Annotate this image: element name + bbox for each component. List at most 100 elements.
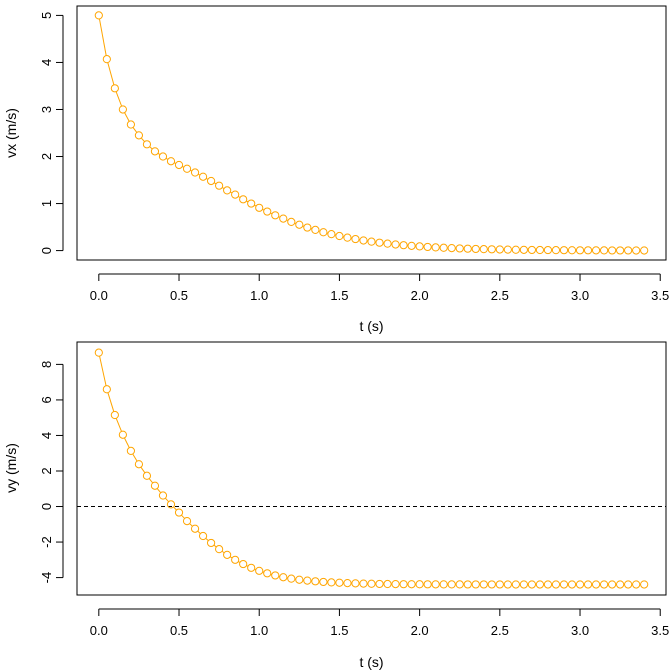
vx-series-segment [140, 137, 145, 142]
vy-data-point [527, 580, 537, 589]
vy-x-tick-label: 3.5 [651, 623, 669, 638]
vx-data-point [311, 225, 320, 234]
vy-series-segment [156, 488, 162, 494]
vx-data-point [439, 243, 448, 252]
vy-data-point [455, 580, 464, 589]
vx-x-tick-label: 0.5 [170, 288, 188, 303]
vx-data-point [519, 245, 528, 254]
vy-y-tick-label: 0 [39, 503, 54, 510]
vx-data-point [94, 11, 103, 20]
vy-y-tick-label: -2 [39, 536, 54, 548]
vy-series-segment [140, 466, 146, 474]
vy-data-point [471, 580, 480, 589]
vx-data-point [640, 246, 649, 255]
vx-data-point [535, 245, 545, 255]
vy-data-point [599, 580, 609, 589]
vx-data-point [567, 246, 577, 255]
vx-data-point [624, 246, 633, 255]
vy-series [94, 348, 649, 589]
vy-plot-frame [76, 341, 667, 596]
vy-series-segment [124, 437, 130, 448]
vy-data-point [519, 580, 528, 589]
vy-series-segment [115, 418, 122, 432]
vy-x-tick-label: 2.5 [491, 623, 509, 638]
vy-data-point [198, 531, 208, 541]
vx-data-point [279, 214, 288, 223]
vy-data-point [247, 563, 256, 572]
vx-data-point [351, 234, 360, 244]
vx-data-point [166, 157, 176, 166]
vy-series-segment [107, 392, 115, 412]
vy-data-point [359, 579, 368, 588]
vy-data-point [271, 571, 280, 580]
vx-data-point [327, 230, 336, 239]
vy-data-point [142, 471, 152, 480]
vy-data-point [174, 508, 184, 517]
vx-x-axis-label: t (s) [359, 318, 383, 334]
vx-series-segment [107, 62, 115, 85]
vx-data-point [471, 244, 480, 254]
vx-y-tick-label: 5 [39, 12, 54, 19]
vy-data-point [503, 580, 512, 589]
vx-data-point [487, 245, 496, 254]
vy-data-point [543, 580, 553, 589]
vx-data-point [134, 131, 144, 140]
vx-data-point [591, 246, 601, 255]
vx-data-point [559, 246, 569, 255]
vy-series-segment [132, 453, 138, 462]
vx-data-point [575, 246, 585, 255]
vx-data-point [102, 55, 111, 64]
vy-data-point [423, 580, 432, 589]
vy-series-segment [165, 497, 169, 503]
vx-data-point [391, 240, 400, 249]
vx-data-point [198, 172, 208, 181]
vy-data-point [632, 580, 641, 589]
vy-y-tick-label: 6 [39, 396, 54, 403]
vx-series-segment [98, 18, 107, 56]
vy-data-point [511, 580, 520, 589]
vx-data-point [375, 238, 384, 247]
vx-data-point [110, 84, 119, 93]
vx-data-point [503, 245, 512, 254]
vy-data-point [239, 559, 248, 569]
vy-series-segment [181, 514, 185, 519]
vy-data-point [431, 580, 440, 589]
vy-x-axis: 0.0 0.5 1.0 1.5 2.0 2.5 3.0 3.5 [90, 608, 669, 638]
vy-data-point [399, 580, 408, 589]
vx-data-point [632, 246, 641, 255]
vx-data-point [231, 190, 240, 199]
vx-data-point [383, 239, 392, 248]
vx-data-point [255, 203, 264, 212]
vx-data-point [263, 207, 272, 216]
vy-panel: 0.0 0.5 1.0 1.5 2.0 2.5 3.0 3.5 -4 -2 0 2 4 6 8 t (s)… [3, 341, 669, 670]
vy-data-point [215, 545, 224, 554]
vx-x-tick-label: 1.0 [250, 288, 268, 303]
vx-data-point [455, 244, 464, 253]
vx-data-point [608, 246, 617, 255]
vx-data-point [463, 244, 472, 253]
vy-data-point [640, 580, 649, 589]
vy-data-point [535, 580, 545, 589]
vy-data-point [479, 580, 488, 589]
vy-series-segment [173, 506, 177, 511]
vy-data-point [559, 580, 569, 589]
vy-data-point [567, 580, 577, 589]
vy-data-point [383, 579, 392, 589]
vy-y-tick-label: -4 [39, 572, 54, 584]
vx-y-axis: 0 1 2 3 4 5 [39, 12, 64, 254]
vx-x-tick-label: 2.0 [411, 288, 429, 303]
vy-data-point [279, 573, 288, 582]
vx-data-point [287, 217, 296, 226]
vx-x-tick-label: 0.0 [90, 288, 108, 303]
vx-data-point [319, 228, 328, 237]
vy-data-point [126, 446, 135, 456]
vy-data-point [583, 580, 593, 589]
vx-data-point [182, 164, 192, 173]
vy-data-point [327, 578, 336, 587]
vy-data-point [110, 410, 119, 420]
vy-x-tick-label: 2.0 [411, 623, 429, 638]
vx-y-tick-label: 3 [39, 106, 54, 113]
vy-data-point [487, 580, 496, 589]
vy-data-point [495, 580, 504, 589]
